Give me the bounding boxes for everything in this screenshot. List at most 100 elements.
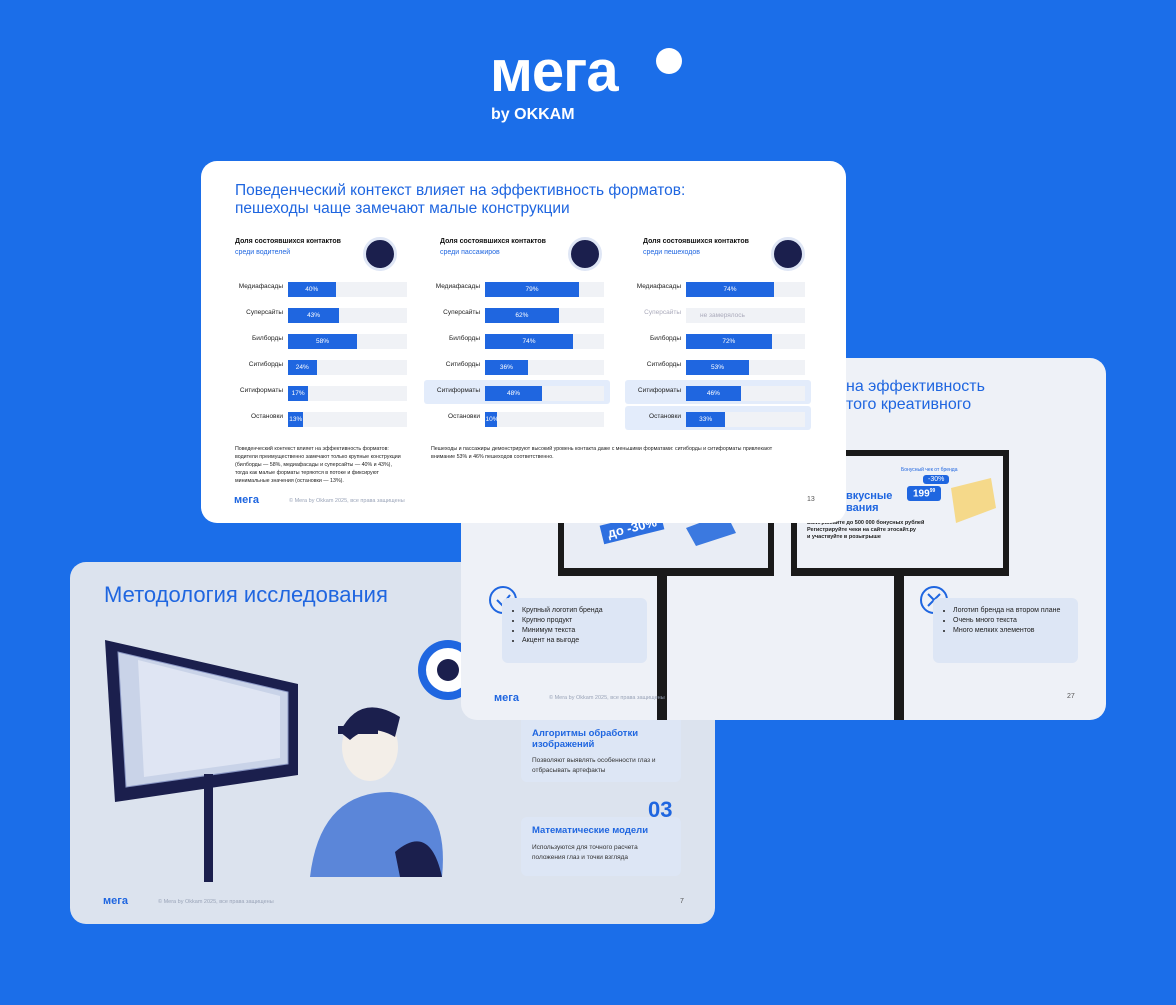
bar [686,360,750,375]
slide-title: Методология исследования [104,582,388,607]
method-card: Математические модели Используются для т… [521,817,681,876]
bar [686,412,726,427]
category-label: Остановки [649,413,681,420]
list: Логотип бренда на втором плане Очень мног… [933,607,1078,634]
chart-heading: Доля состоявшихся контактов [235,238,341,245]
value-label: 62% [515,312,529,319]
bar-track [485,412,604,427]
bar [288,334,358,349]
value-label: 40% [305,286,319,293]
slide-logo: мега [494,692,519,704]
category-label: Ситиборды [445,361,480,368]
list-item: Очень много текста [953,617,1078,624]
list-item: Акцент на выгоде [522,637,647,644]
chart-subheading: среди водителей [235,249,291,256]
category-label: Медиафасады [238,283,283,290]
card-title: Алгоритмы обработки изображений [532,728,639,750]
chart-subheading: среди пассажиров [440,249,500,256]
copyright: © Mera by Okkam 2025, все права защищены [549,695,665,701]
category-label: Ситиформаты [637,387,681,394]
category-label: Билборды [650,335,681,342]
ad-line: Регистрируйте чеки на сайте этосайт.ру [807,527,916,533]
copyright: © Mera by Okkam 2025, все права защищены [289,498,405,504]
category-label: Суперсайты [644,309,681,316]
slide-title: Поведенческий контекст влияет на эффекти… [235,182,685,218]
slide-logo: мега [103,895,128,907]
page-number: 13 [807,496,815,503]
value-label: 36% [499,364,513,371]
category-label: Остановки [448,413,480,420]
title-line: на эффективность [846,378,985,395]
card-title: Математические модели [532,825,649,836]
page-number: 7 [680,898,684,905]
bar-track [288,386,407,401]
category-label: Билборды [449,335,480,342]
value-label: 74% [723,286,737,293]
logo: мега [490,39,619,104]
value-label: 53% [711,364,725,371]
title-line: того креативного [846,396,972,413]
ad-headline: вкусные вания [846,490,892,514]
category-label: Ситиформаты [436,387,480,394]
slide-logo: мега [234,494,259,506]
bar-track [288,360,407,375]
page-number: 27 [1067,693,1075,700]
bar [288,386,309,401]
value-label: 24% [295,364,309,371]
bar [485,360,528,375]
category-label: Медиафасады [636,283,681,290]
list-item: Минимум текста [522,627,647,634]
list: Крупный логотип бренда Крупно продукт Мини… [502,607,647,644]
ad-text: Выигрывайте до 500 000 бонусных рублей Р… [807,520,924,541]
value-label: 13% [289,416,303,423]
bar [686,386,741,401]
bar [288,360,317,375]
card-text: Позволяют выявлять особенности глаз и от… [532,757,656,774]
ad-line: и участвуйте в розыгрыше [807,534,881,540]
icon [363,237,397,271]
category-label: Ситиборды [646,361,681,368]
value-label: 58% [316,338,330,345]
ad-line: Выигрывайте до 500 000 бонусных рублей [807,520,925,526]
value-label: 72% [722,338,736,345]
category-label: Суперсайты [443,309,480,316]
value-label: 33% [699,416,713,423]
list-item: Крупный логотип бренда [522,607,647,614]
price: 199 [913,488,930,500]
value-label: 10% [485,416,499,423]
note: Пешеходы и пассажиры демонстрируют высок… [431,446,773,460]
ad-discount: -30% [923,475,950,484]
slide-title: на эффективность того креативного [846,378,985,414]
value-label: 43% [307,312,321,319]
icon [771,237,805,271]
illustration [105,640,478,882]
icon [568,237,602,271]
category-label: Ситиборды [248,361,283,368]
bar [686,334,772,349]
category-label: Остановки [251,413,283,420]
bar [485,282,579,297]
bad-list: Логотип бренда на втором плане Очень мног… [933,598,1078,663]
slide: Поведенческий контекст влияет на эффекти… [201,161,846,523]
value-label: 17% [291,390,305,397]
chart-heading: Доля состоявшихся контактов [440,238,546,245]
price-cents: 99 [929,488,936,494]
chart-subheading: среди пешеходов [643,249,700,256]
good-list: Крупный логотип бренда Крупно продукт Мини… [502,598,647,663]
bar [686,282,775,297]
category-label: Суперсайты [246,309,283,316]
logo-dot [656,48,682,74]
value-label: 79% [525,286,539,293]
copyright: © Mera by Okkam 2025, все права защищены [158,899,274,905]
value-label: 48% [507,390,521,397]
note: Поведенческий контекст влияет на эффекти… [235,446,401,484]
value-label: не замерялось [700,312,745,319]
list-item: Логотип бренда на втором плане [953,607,1078,614]
bar [485,412,497,427]
value-label: 46% [706,390,720,397]
bar [485,334,574,349]
bar [288,282,336,297]
list-item: Много мелких элементов [953,627,1078,634]
bar-track [288,412,407,427]
